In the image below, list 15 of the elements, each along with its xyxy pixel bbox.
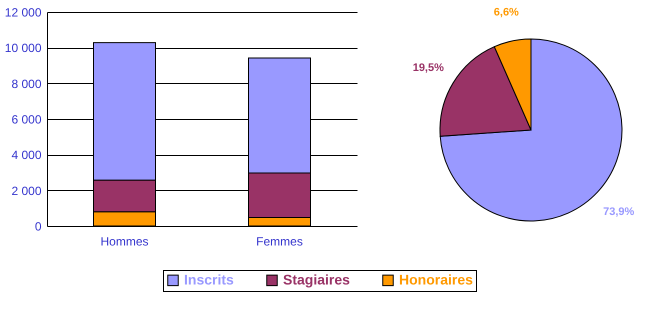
x-tick-label: Hommes	[100, 234, 149, 248]
y-tick-label: 12 000	[4, 6, 42, 20]
y-tick-label: 8 000	[11, 76, 42, 91]
x-tick-label: Femmes	[256, 234, 303, 248]
legend-label: Inscrits	[184, 271, 234, 288]
data-label: 19,5%	[412, 62, 444, 74]
y-tick-label: 4 000	[11, 148, 42, 162]
data-label: 6,6%	[494, 6, 520, 19]
y-tick-label: 10 000	[4, 41, 42, 56]
legend-label: Stagiaires	[283, 271, 350, 288]
y-tick-label: 6 000	[11, 112, 42, 126]
legend-label: Honoraires	[399, 271, 474, 288]
data-label: 73,9%	[603, 206, 635, 218]
y-tick-label: 2 000	[11, 184, 42, 198]
y-tick-label: 0	[34, 220, 42, 234]
